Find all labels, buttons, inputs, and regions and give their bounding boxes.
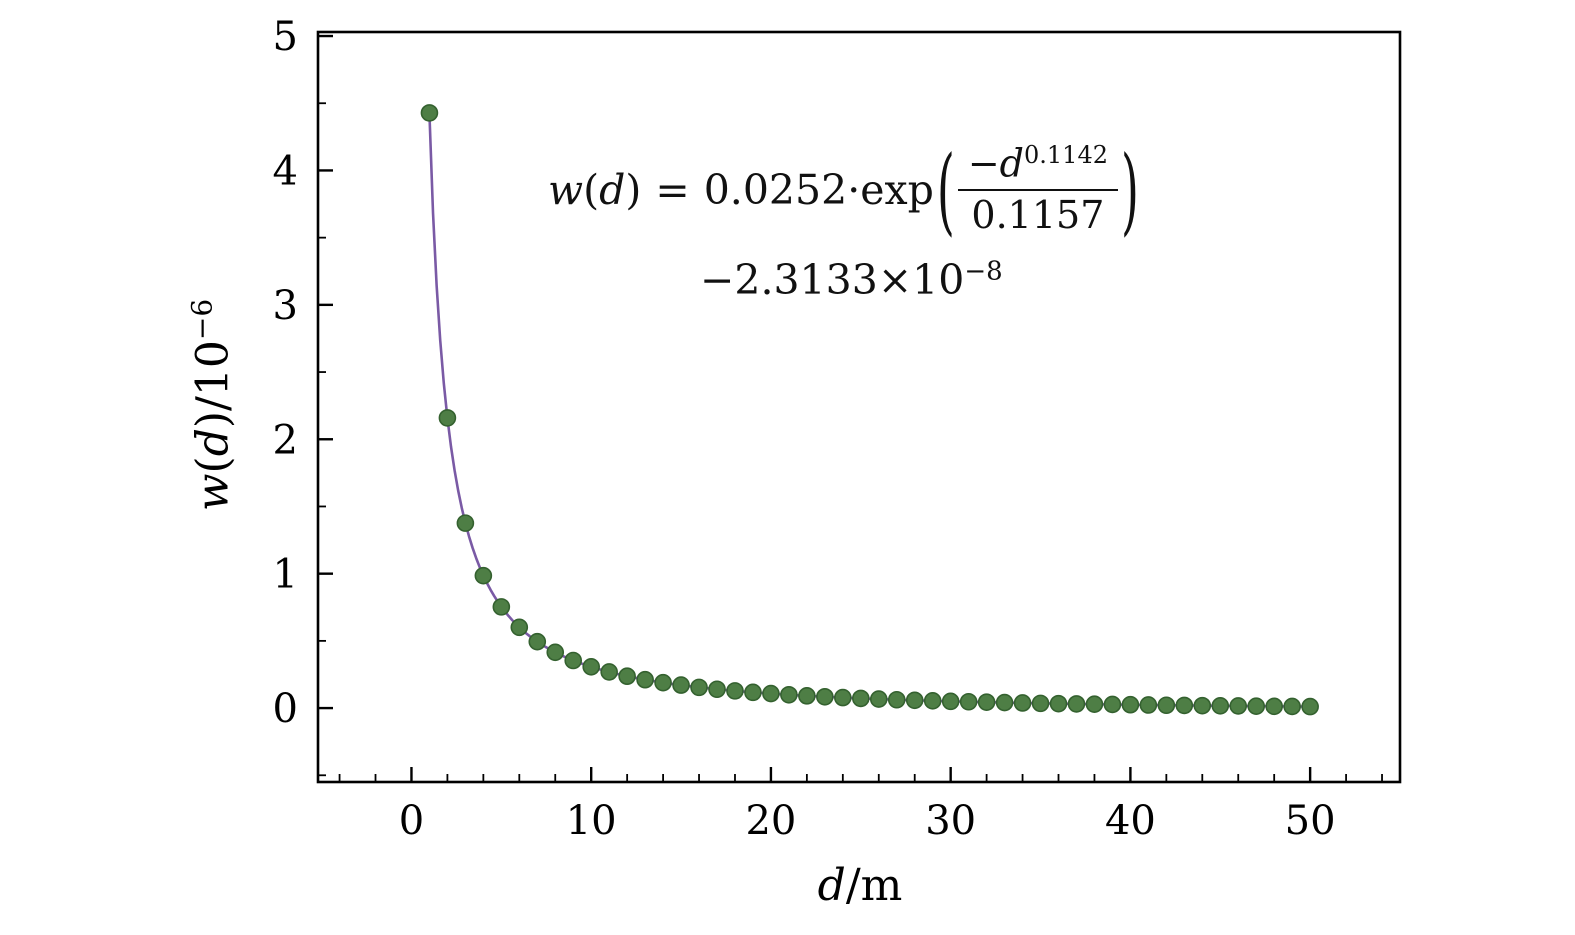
eq-w: w xyxy=(548,166,584,215)
data-point xyxy=(1031,694,1050,713)
data-point xyxy=(905,691,924,710)
data-point xyxy=(959,692,978,711)
y-tick-label: 3 xyxy=(273,283,298,329)
data-point xyxy=(1121,695,1140,714)
data-point xyxy=(1049,694,1068,713)
x-tick-label: 0 xyxy=(399,798,424,844)
eq-left-paren: ( xyxy=(936,134,955,246)
data-point xyxy=(1283,697,1301,716)
eq-dot: · xyxy=(847,166,861,215)
data-point xyxy=(618,667,636,686)
data-point xyxy=(582,658,601,676)
data-point xyxy=(708,680,726,699)
data-point xyxy=(941,692,960,711)
eq-offset-exp: −8 xyxy=(964,256,1003,287)
data-point xyxy=(1229,697,1248,715)
x-axis-label: d/m xyxy=(817,860,903,911)
data-point xyxy=(1301,697,1319,716)
eq-coefficient: 0.0252 xyxy=(703,166,848,215)
eq-open: ( xyxy=(583,166,600,215)
data-point xyxy=(923,692,942,710)
data-point xyxy=(816,687,834,706)
y-tick-label: 0 xyxy=(273,686,298,732)
data-point xyxy=(977,693,996,711)
data-point xyxy=(995,693,1014,712)
data-point xyxy=(744,683,762,702)
data-point xyxy=(690,678,708,697)
fit-equation-line1: w(d) = 0.0252 · exp ( −d0.1142 0.1157 ) xyxy=(548,135,1142,246)
data-point xyxy=(726,682,744,700)
data-point xyxy=(1193,696,1212,715)
data-point xyxy=(762,684,780,703)
eq-fraction: −d0.1142 0.1157 xyxy=(957,141,1118,238)
x-tick-label: 20 xyxy=(745,798,796,844)
eq-denominator: 0.1157 xyxy=(971,193,1105,238)
data-point xyxy=(636,670,654,689)
eq-equals: = xyxy=(655,166,690,215)
plot-frame xyxy=(316,30,1402,784)
data-point xyxy=(1265,697,1283,716)
data-point xyxy=(887,690,906,709)
data-point xyxy=(456,514,475,532)
data-point xyxy=(780,685,798,704)
data-point xyxy=(672,676,690,694)
data-point xyxy=(528,632,547,651)
x-tick-label: 30 xyxy=(925,798,976,844)
eq-numerator: −d0.1142 xyxy=(957,141,1118,192)
eq-exp: exp xyxy=(860,166,934,215)
data-point xyxy=(600,663,618,681)
x-tick-label: 40 xyxy=(1105,798,1156,844)
fit-equation-line2: −2.3133×10−8 xyxy=(700,256,1142,304)
data-point xyxy=(1085,695,1104,713)
data-point xyxy=(798,687,816,705)
data-point xyxy=(1103,695,1122,714)
data-point xyxy=(1157,696,1176,715)
data-point xyxy=(1211,696,1230,715)
x-tick-label: 10 xyxy=(566,798,617,844)
y-tick-label: 2 xyxy=(273,417,298,463)
data-point xyxy=(510,618,529,637)
x-tick-label: 50 xyxy=(1285,798,1336,844)
eq-close: ) xyxy=(625,166,642,215)
data-point xyxy=(474,566,493,585)
data-point xyxy=(492,598,511,616)
y-tick-label: 5 xyxy=(273,14,298,60)
data-point xyxy=(1067,695,1086,713)
eq-right-paren: ) xyxy=(1120,134,1139,246)
y-axis-label: w(d)/10−6 xyxy=(185,298,239,512)
data-point xyxy=(869,690,888,708)
eq-offset: −2.3133×10 xyxy=(700,256,965,305)
eq-d: d xyxy=(599,166,626,215)
data-point xyxy=(834,688,852,707)
fit-equation: w(d) = 0.0252 · exp ( −d0.1142 0.1157 ) −2… xyxy=(548,135,1142,304)
data-point xyxy=(654,673,672,692)
data-point xyxy=(420,104,439,122)
data-point xyxy=(1247,697,1266,715)
data-point xyxy=(851,689,870,708)
y-tick-label: 1 xyxy=(273,552,298,598)
data-point xyxy=(1175,696,1194,715)
data-point xyxy=(1013,694,1032,712)
data-point xyxy=(546,643,565,662)
data-point xyxy=(438,409,457,427)
data-point xyxy=(1139,696,1158,714)
y-tick-label: 4 xyxy=(273,148,298,194)
data-point xyxy=(564,651,583,670)
